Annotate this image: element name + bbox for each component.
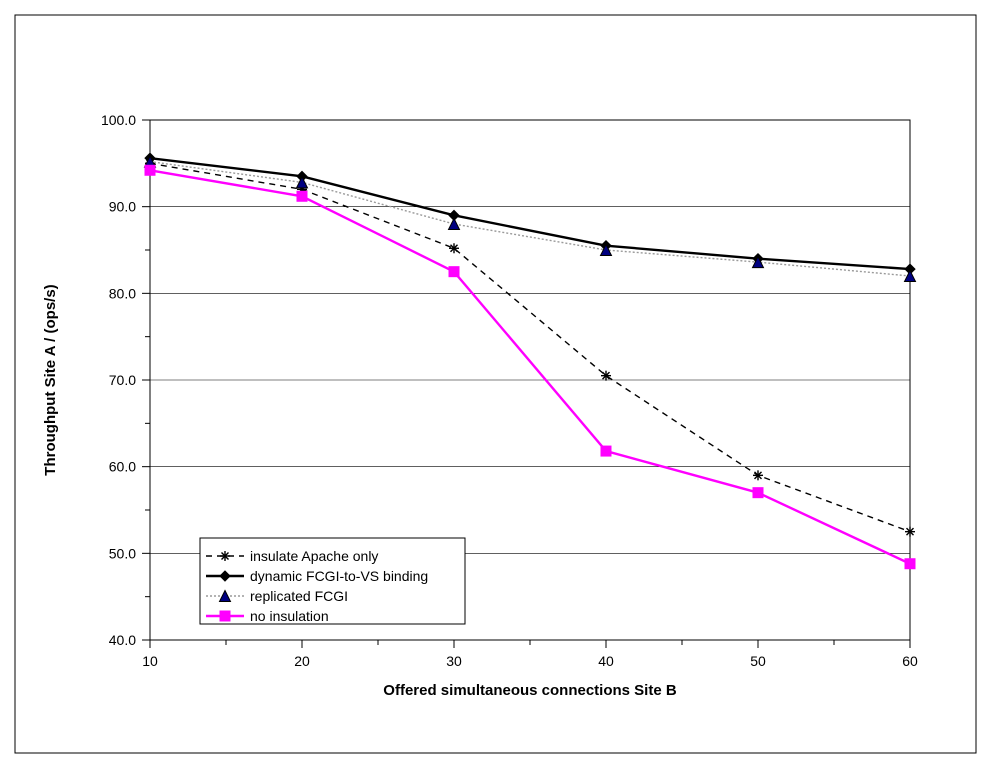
marker-square xyxy=(297,191,307,201)
marker-square xyxy=(753,488,763,498)
chart-svg: 10 20 30 40 50 60 40.0 50.0 60.0 70.0 80.0 90.0 100.… xyxy=(0,0,991,768)
marker-square xyxy=(905,559,915,569)
marker-square xyxy=(220,611,230,621)
y-tick-label: 90.0 xyxy=(109,199,136,215)
y-tick-label: 80.0 xyxy=(109,285,136,301)
x-tick-label: 20 xyxy=(294,653,310,669)
y-tick-label: 100.0 xyxy=(101,112,136,128)
legend-label: replicated FCGI xyxy=(250,588,348,604)
marker-square xyxy=(601,446,611,456)
y-tick-label: 70.0 xyxy=(109,372,136,388)
marker-asterisk xyxy=(220,551,230,561)
y-axis-label: Throughput Site A / (ops/s) xyxy=(42,284,59,475)
marker-asterisk xyxy=(449,243,459,253)
marker-square xyxy=(145,165,155,175)
y-tick-label: 40.0 xyxy=(109,632,136,648)
x-tick-label: 50 xyxy=(750,653,766,669)
legend-label: no insulation xyxy=(250,608,329,624)
marker-asterisk xyxy=(601,371,611,381)
x-tick-label: 60 xyxy=(902,653,918,669)
x-tick-label: 30 xyxy=(446,653,462,669)
chart-container: 10 20 30 40 50 60 40.0 50.0 60.0 70.0 80.0 90.0 100.… xyxy=(0,0,991,768)
x-axis-label: Offered simultaneous connections Site B xyxy=(383,682,677,699)
marker-asterisk xyxy=(753,470,763,480)
marker-asterisk xyxy=(905,527,915,537)
legend-label: insulate Apache only xyxy=(250,548,378,564)
legend-label: dynamic FCGI-to-VS binding xyxy=(250,568,428,584)
x-tick-label: 40 xyxy=(598,653,614,669)
x-tick-label: 10 xyxy=(142,653,158,669)
marker-square xyxy=(449,267,459,277)
y-tick-label: 50.0 xyxy=(109,545,136,561)
y-tick-label: 60.0 xyxy=(109,459,136,475)
